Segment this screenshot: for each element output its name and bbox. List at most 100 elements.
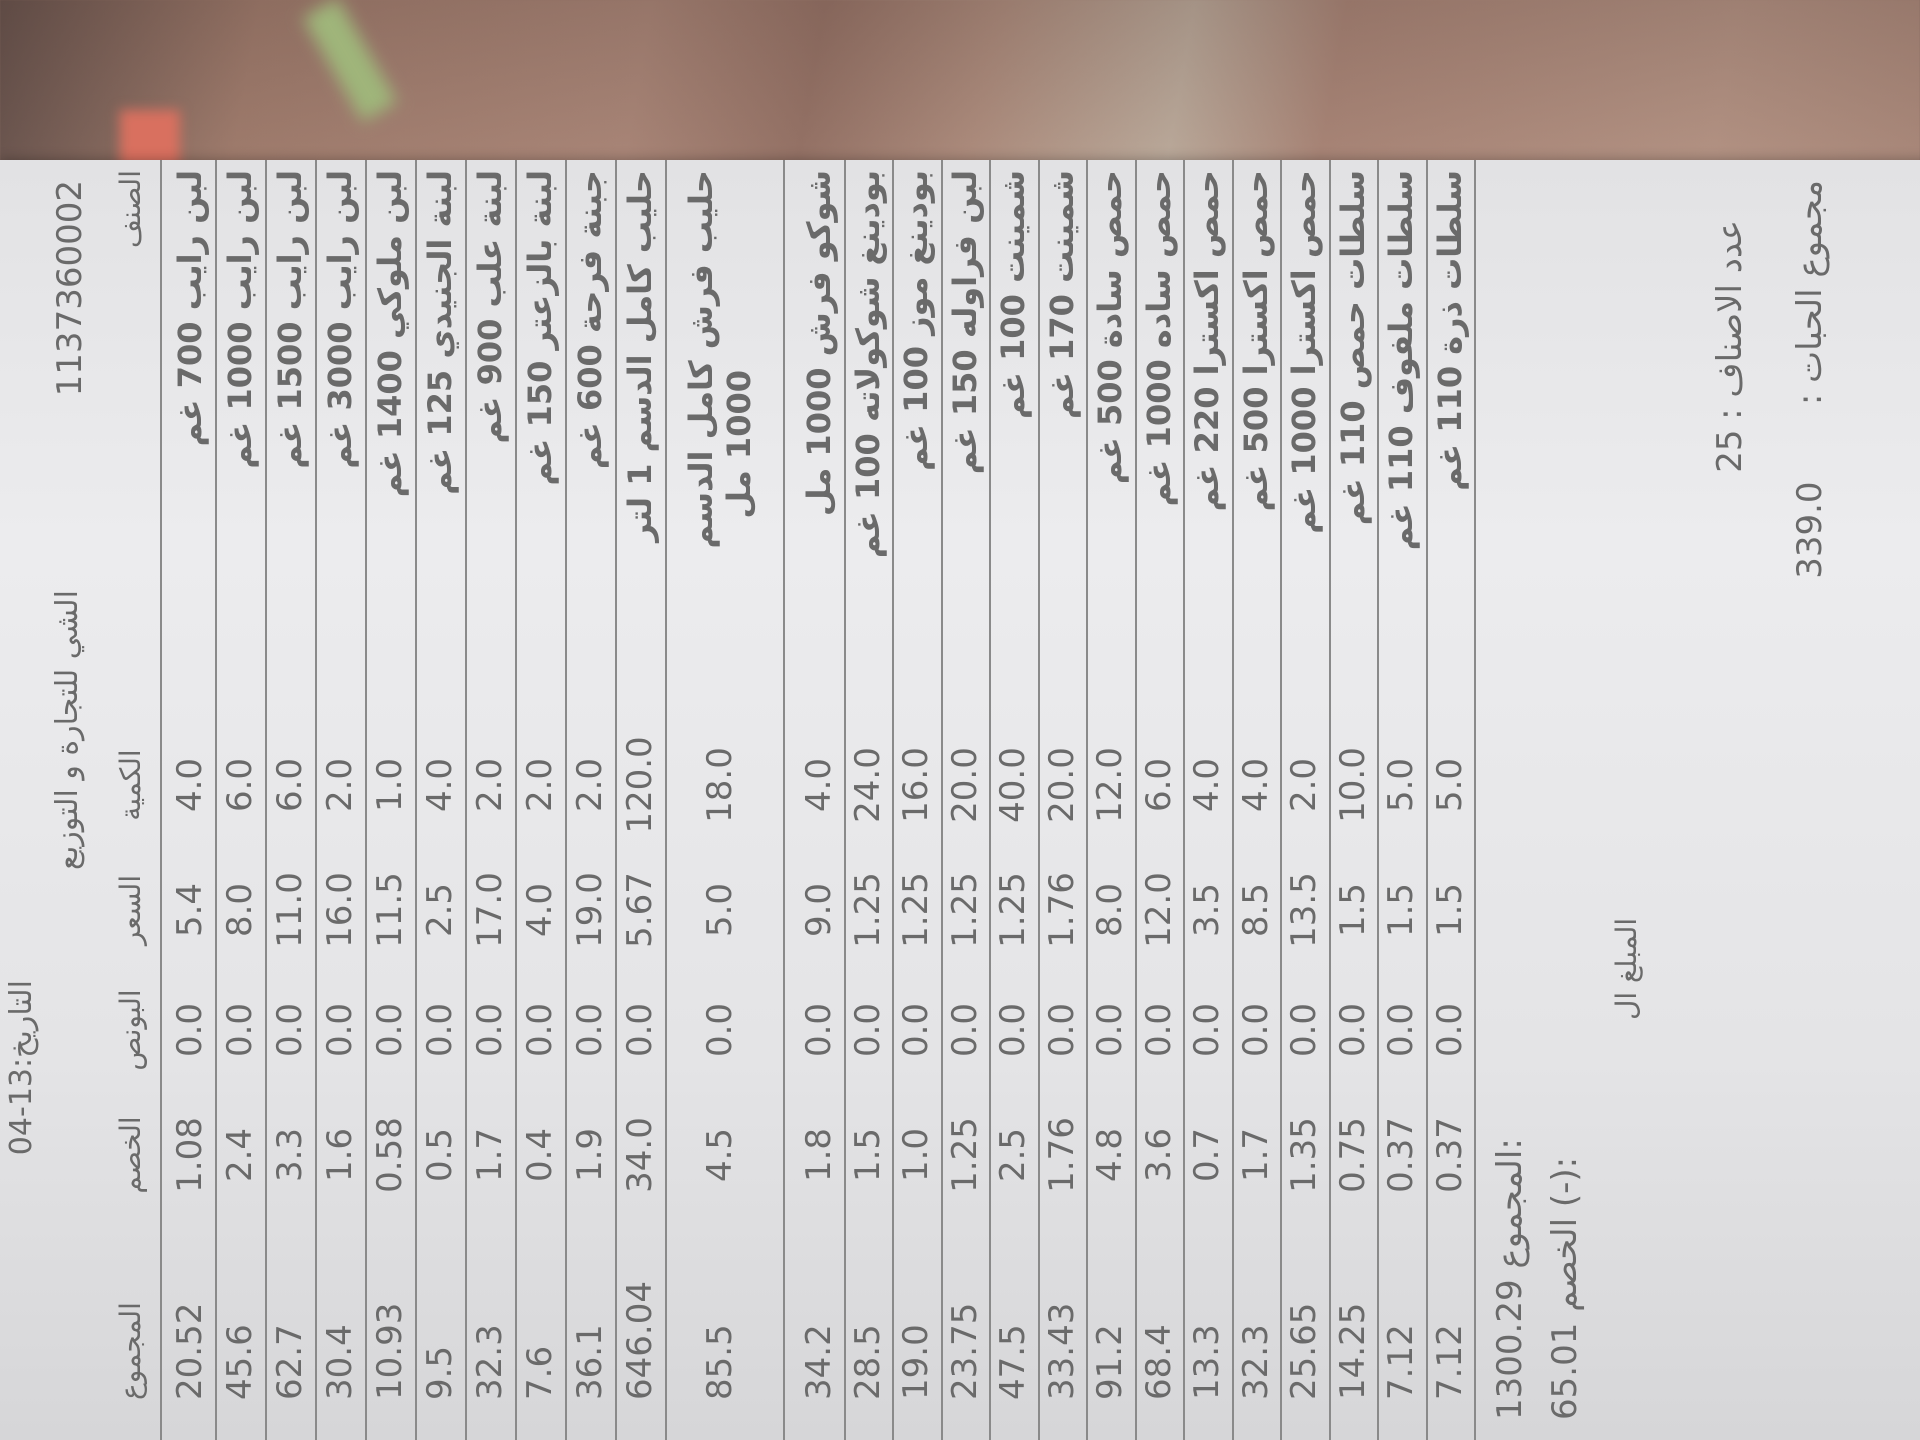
item-price: 4.0 bbox=[520, 882, 560, 938]
item-total: 62.7 bbox=[270, 1324, 310, 1400]
item-qty: 2.0 bbox=[520, 757, 560, 813]
item-total: 30.4 bbox=[320, 1324, 360, 1400]
item-total: 32.3 bbox=[1235, 1324, 1276, 1400]
item-name: لبنة علب 900 غم bbox=[471, 170, 509, 444]
items-count-label: عدد الاصناف : bbox=[1710, 220, 1750, 420]
item-discount: 2.5 bbox=[993, 1127, 1034, 1183]
item-bonus: 0.0 bbox=[799, 1002, 840, 1058]
item-name: لبنة بالزعتر 150 غم bbox=[521, 170, 559, 486]
item-price: 13.5 bbox=[1284, 872, 1325, 948]
table-row: حليب فرش كامل الدسم 1000 مل 18.0 5.0 0.0 4.5 8… bbox=[665, 160, 775, 1440]
item-bonus: 0.0 bbox=[993, 1002, 1034, 1058]
item-qty: 4.0 bbox=[170, 757, 210, 813]
item-price: 2.5 bbox=[420, 882, 460, 938]
item-name: حمص اكسترا 1000 غم bbox=[1285, 170, 1324, 534]
item-bonus: 0.0 bbox=[1429, 1002, 1470, 1058]
item-qty: 20.0 bbox=[944, 747, 985, 823]
item-bonus: 0.0 bbox=[847, 1002, 888, 1058]
item-qty: 40.0 bbox=[993, 747, 1034, 823]
item-name: حمص اكسترا 500 غم bbox=[1236, 170, 1275, 512]
item-name: بودينغ موز 100 غم bbox=[897, 170, 936, 471]
item-discount: 3.3 bbox=[270, 1127, 310, 1183]
col-header-discount: الخصم bbox=[113, 1116, 147, 1194]
item-name: سلطات ملفوف 110 غم bbox=[1382, 170, 1421, 551]
item-total: 68.4 bbox=[1138, 1324, 1179, 1400]
item-qty: 24.0 bbox=[847, 747, 888, 823]
item-name: سلطات ذرة 110 غم bbox=[1430, 170, 1469, 491]
item-name: لبن فراوله 150 غم bbox=[945, 170, 984, 475]
item-total: 28.5 bbox=[847, 1324, 888, 1400]
table-row: سلطات حمص 110 غم 10.0 1.5 0.0 0.75 14.25 bbox=[1328, 160, 1379, 1440]
item-qty: 6.0 bbox=[270, 757, 310, 813]
item-name: حمص ساده 1000 غم bbox=[1139, 170, 1178, 507]
item-bonus: 0.0 bbox=[470, 1002, 510, 1058]
divider bbox=[783, 160, 785, 1440]
table-row: سلطات ملفوف 110 غم 5.0 1.5 0.0 0.37 7.12 bbox=[1377, 160, 1428, 1440]
item-bonus: 0.0 bbox=[944, 1002, 985, 1058]
item-name: حليب كامل الدسم 1 لتر bbox=[621, 170, 659, 542]
item-bonus: 0.0 bbox=[1381, 1002, 1422, 1058]
item-qty: 18.0 bbox=[700, 747, 740, 823]
item-qty: 2.0 bbox=[1284, 757, 1325, 813]
table-row: سلطات ذرة 110 غم 5.0 1.5 0.0 0.37 7.12 bbox=[1425, 160, 1476, 1440]
table-row: لبنة بالزعتر 150 غم 2.0 4.0 0.0 0.4 7.6 bbox=[515, 160, 567, 1440]
grand-total-value: 1300.29 bbox=[1490, 1279, 1530, 1420]
item-qty: 4.0 bbox=[1187, 757, 1228, 813]
item-qty: 5.0 bbox=[1429, 757, 1470, 813]
item-total: 19.0 bbox=[896, 1324, 937, 1400]
table-row: لبنة علب 900 غم 2.0 17.0 0.0 1.7 32.3 bbox=[465, 160, 517, 1440]
item-price: 5.67 bbox=[620, 872, 660, 948]
col-header-bonus: البونص bbox=[113, 989, 147, 1071]
item-total: 9.5 bbox=[420, 1345, 460, 1400]
discount-total-value: 65.01 bbox=[1545, 1322, 1585, 1420]
col-header-qty: الكمية bbox=[113, 749, 147, 821]
item-price: 3.5 bbox=[1187, 882, 1228, 938]
item-price: 1.5 bbox=[1332, 882, 1373, 938]
item-qty: 6.0 bbox=[220, 757, 260, 813]
item-discount: 1.08 bbox=[170, 1117, 210, 1193]
item-discount: 0.5 bbox=[420, 1127, 460, 1183]
item-total: 33.43 bbox=[1041, 1302, 1082, 1400]
item-qty: 5.0 bbox=[1381, 757, 1422, 813]
item-bonus: 0.0 bbox=[420, 1002, 460, 1058]
grand-total: 1300.29 المجموع: bbox=[1490, 1138, 1530, 1420]
items-count-value: 25 bbox=[1710, 429, 1750, 473]
col-header-price: السعر bbox=[113, 874, 147, 946]
table-row: لبن رايب 700 غم 4.0 5.4 0.0 1.08 20.52 bbox=[165, 160, 217, 1440]
item-bonus: 0.0 bbox=[1332, 1002, 1373, 1058]
item-name: بودينغ شوكولاته 100 غم bbox=[848, 170, 887, 559]
item-bonus: 0.0 bbox=[1138, 1002, 1179, 1058]
item-price: 1.5 bbox=[1429, 882, 1470, 938]
item-name: لبن ملوكي 1400 غم bbox=[371, 170, 409, 498]
item-qty: 4.0 bbox=[420, 757, 460, 813]
item-qty: 2.0 bbox=[570, 757, 610, 813]
item-bonus: 0.0 bbox=[1284, 1002, 1325, 1058]
item-total: 32.3 bbox=[470, 1324, 510, 1400]
receipt: التاريخ:13-04 الشي للتجارة و التوزيع 113… bbox=[0, 160, 1920, 1440]
item-qty: 4.0 bbox=[1235, 757, 1276, 813]
item-price: 8.5 bbox=[1235, 882, 1276, 938]
item-discount: 1.35 bbox=[1284, 1117, 1325, 1193]
table-row: شمينت 100 غم 40.0 1.25 0.0 2.5 47.5 bbox=[989, 160, 1040, 1440]
table-row: حمص اكسترا 500 غم 4.0 8.5 0.0 1.7 32.3 bbox=[1231, 160, 1282, 1440]
table-row: لبن رايب 1500 غم 6.0 11.0 0.0 3.3 62.7 bbox=[265, 160, 317, 1440]
discount-total: 65.01 الخصم (-): bbox=[1545, 1157, 1585, 1420]
item-total: 47.5 bbox=[993, 1324, 1034, 1400]
item-price: 17.0 bbox=[470, 872, 510, 948]
table-row: بودينغ موز 100 غم 16.0 1.25 0.0 1.0 19.0 bbox=[892, 160, 943, 1440]
item-name: شوكو فرش 1000 مل bbox=[800, 170, 839, 517]
table-row: لبن فراوله 150 غم 20.0 1.25 0.0 1.25 23.75 bbox=[940, 160, 991, 1440]
item-qty: 2.0 bbox=[470, 757, 510, 813]
item-qty: 6.0 bbox=[1138, 757, 1179, 813]
item-name: شمينت 170 غم bbox=[1042, 170, 1081, 419]
item-total: 7.12 bbox=[1429, 1324, 1470, 1400]
item-price: 12.0 bbox=[1138, 872, 1179, 948]
item-qty: 120.0 bbox=[620, 736, 660, 834]
item-name: جبنة فرحة 600 غم bbox=[571, 170, 609, 470]
item-price: 8.0 bbox=[1090, 882, 1131, 938]
item-bonus: 0.0 bbox=[520, 1002, 560, 1058]
item-discount: 3.6 bbox=[1138, 1127, 1179, 1183]
table-row: بودينغ شوكولاته 100 غم 24.0 1.25 0.0 1.5 28.5 bbox=[843, 160, 894, 1440]
item-discount: 0.37 bbox=[1381, 1117, 1422, 1193]
table-row: لبن رايب 3000 غم 2.0 16.0 0.0 1.6 30.4 bbox=[315, 160, 367, 1440]
